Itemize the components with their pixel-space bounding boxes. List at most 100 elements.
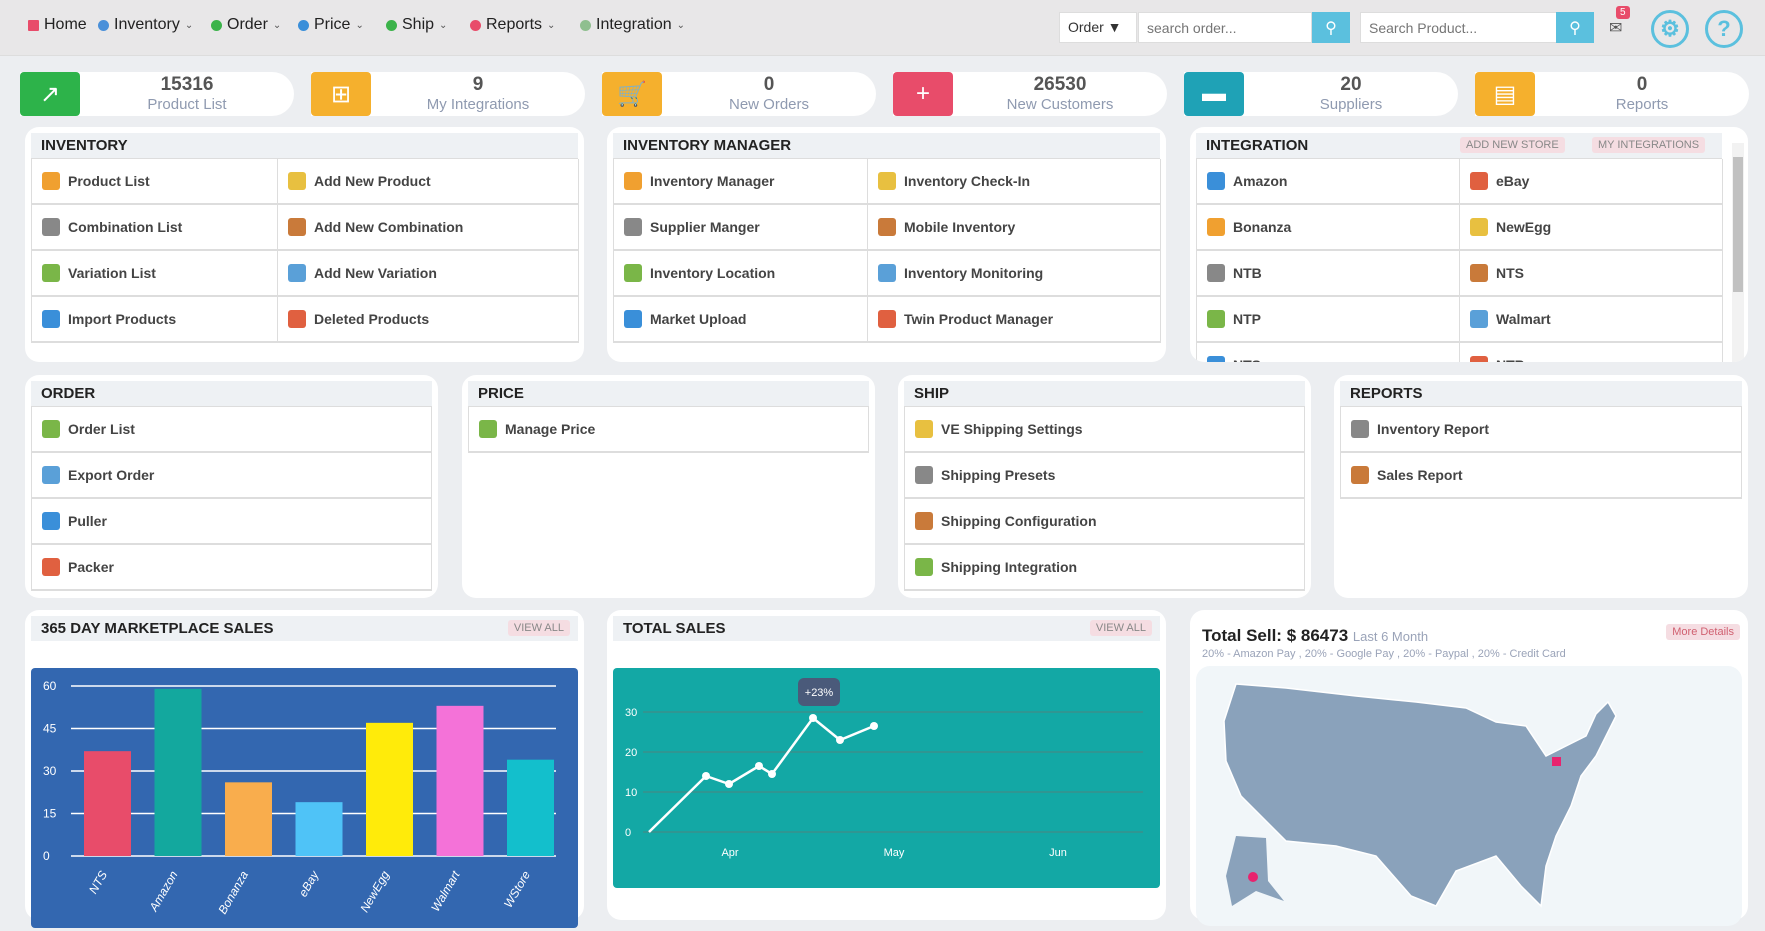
order-search-button[interactable]: ⚲ <box>1312 12 1350 43</box>
nav-ship[interactable]: Ship ⌄ <box>386 16 447 34</box>
product-search-button[interactable]: ⚲ <box>1556 12 1594 43</box>
menu-item-inventory-monitoring[interactable]: Inventory Monitoring <box>868 251 1161 297</box>
view-all-button[interactable]: VIEW ALL <box>1089 620 1152 636</box>
bar-ebay[interactable] <box>295 802 343 856</box>
my-integrations-button[interactable]: MY INTEGRATIONS <box>1592 137 1706 153</box>
stat-card-my-integrations[interactable]: ⊞ 9 My Integrations <box>311 72 585 116</box>
menu-item-manage-price[interactable]: Manage Price <box>469 407 869 453</box>
menu-item-combination-list[interactable]: Combination List <box>32 205 278 251</box>
menu-item-order-list[interactable]: Order List <box>32 407 432 453</box>
view-all-button[interactable]: VIEW ALL <box>507 620 570 636</box>
stat-value: 20 <box>1340 74 1362 95</box>
integration-scrollbar[interactable] <box>1732 143 1744 362</box>
help-icon[interactable]: ? <box>1705 10 1743 48</box>
data-point[interactable] <box>768 770 776 778</box>
combination-list-icon <box>42 218 60 236</box>
menu-item-nts[interactable]: NTS <box>1460 251 1723 297</box>
price-panel: PRICE Manage Price <box>462 375 875 598</box>
bar-nts[interactable] <box>84 751 131 856</box>
stat-value: 0 <box>763 74 775 95</box>
data-point[interactable] <box>725 780 733 788</box>
stat-card-new-orders[interactable]: 🛒 0 New Orders <box>602 72 876 116</box>
data-point[interactable] <box>836 736 844 744</box>
nav-price[interactable]: Price ⌄ <box>298 16 364 34</box>
menu-item-walmart[interactable]: Walmart <box>1460 297 1723 343</box>
menu-item-import-products[interactable]: Import Products <box>32 297 278 343</box>
data-point[interactable] <box>755 762 763 770</box>
menu-item-inventory-check-in[interactable]: Inventory Check-In <box>868 159 1161 205</box>
variation-list-icon <box>42 264 60 282</box>
menu-item-inventory-manager[interactable]: Inventory Manager <box>614 159 868 205</box>
bar-amazon[interactable] <box>154 688 202 856</box>
menu-item-ntb[interactable]: NTB <box>1197 251 1460 297</box>
menu-item-amazon[interactable]: Amazon <box>1197 159 1460 205</box>
item-label: Inventory Location <box>650 265 776 281</box>
menu-item-add-new-variation[interactable]: Add New Variation <box>278 251 579 297</box>
nav-reports[interactable]: Reports ⌄ <box>470 16 555 34</box>
menu-item-bonanza[interactable]: Bonanza <box>1197 205 1460 251</box>
total-sales-panel: TOTAL SALES VIEW ALL 0 10 20 30 Apr May Jun +23… <box>607 610 1166 920</box>
menu-item-variation-list[interactable]: Variation List <box>32 251 278 297</box>
menu-item-supplier-manger[interactable]: Supplier Manger <box>614 205 868 251</box>
nav-home[interactable]: Home <box>28 16 87 34</box>
menu-item-product-list[interactable]: Product List <box>32 159 278 205</box>
map-marker[interactable] <box>1552 757 1561 766</box>
menu-item-shipping-integration[interactable]: Shipping Integration <box>905 545 1305 591</box>
menu-item-inventory-location[interactable]: Inventory Location <box>614 251 868 297</box>
integration-panel: INTEGRATION ADD NEW STORE MY INTEGRATION… <box>1190 127 1748 362</box>
y-tick-label: 45 <box>43 722 57 736</box>
stat-card-product-list[interactable]: ↗ 15316 Product List <box>20 72 294 116</box>
menu-item-newegg[interactable]: NewEgg <box>1460 205 1723 251</box>
more-details-button[interactable]: More Details <box>1666 624 1740 640</box>
product-search-input[interactable] <box>1360 12 1557 43</box>
bar-bonanza[interactable] <box>225 782 272 856</box>
bar-walmart[interactable] <box>436 705 484 856</box>
bar-wstore[interactable] <box>507 759 554 856</box>
menu-item-deleted-products[interactable]: Deleted Products <box>278 297 579 343</box>
stat-label: New Orders <box>728 96 810 113</box>
menu-item-puller[interactable]: Puller <box>32 499 432 545</box>
map-marker[interactable] <box>1248 872 1258 882</box>
menu-item-inventory-report[interactable]: Inventory Report <box>1341 407 1742 453</box>
item-label: NTB <box>1496 357 1525 362</box>
cart-icon: 🛒 <box>602 72 662 116</box>
chevron-down-icon: ⌄ <box>676 19 685 31</box>
x-tick-label: Apr <box>721 847 738 859</box>
top-navbar: Home Inventory ⌄ Order ⌄ Price ⌄ Ship ⌄ Reports ⌄ I… <box>0 0 1765 56</box>
menu-item-export-order[interactable]: Export Order <box>32 453 432 499</box>
item-label: Add New Combination <box>314 219 464 235</box>
data-point[interactable] <box>809 714 817 722</box>
data-point[interactable] <box>702 772 710 780</box>
mail-icon[interactable]: ✉ <box>1609 20 1623 37</box>
order-search-type-select[interactable]: Order ▼ <box>1059 12 1137 43</box>
menu-item-add-new-combination[interactable]: Add New Combination <box>278 205 579 251</box>
order-search-input[interactable] <box>1138 12 1312 43</box>
menu-item-ve-shipping-settings[interactable]: VE Shipping Settings <box>905 407 1305 453</box>
menu-item-ntb[interactable]: NTB <box>1460 343 1723 362</box>
settings-gear-icon[interactable]: ⚙ <box>1651 10 1689 48</box>
stat-card-suppliers[interactable]: ▬ 20 Suppliers <box>1184 72 1458 116</box>
data-point[interactable] <box>870 722 878 730</box>
menu-item-sales-report[interactable]: Sales Report <box>1341 453 1742 499</box>
menu-item-mobile-inventory[interactable]: Mobile Inventory <box>868 205 1161 251</box>
menu-item-add-new-product[interactable]: Add New Product <box>278 159 579 205</box>
menu-item-packer[interactable]: Packer <box>32 545 432 591</box>
menu-item-twin-product-manager[interactable]: Twin Product Manager <box>868 297 1161 343</box>
period-label: Last 6 Month <box>1352 629 1429 644</box>
stat-card-new-customers[interactable]: +26530 New Customers <box>893 72 1167 116</box>
menu-item-shipping-configuration[interactable]: Shipping Configuration <box>905 499 1305 545</box>
menu-item-shipping-presets[interactable]: Shipping Presets <box>905 453 1305 499</box>
nav-inventory[interactable]: Inventory ⌄ <box>98 16 193 34</box>
item-label: Shipping Presets <box>941 467 1056 483</box>
menu-item-market-upload[interactable]: Market Upload <box>614 297 868 343</box>
nav-order[interactable]: Order ⌄ <box>211 16 281 34</box>
stat-value: 15316 <box>160 74 214 95</box>
menu-item-ebay[interactable]: eBay <box>1460 159 1723 205</box>
nav-integration[interactable]: Integration ⌄ <box>580 16 685 34</box>
twin-product-manager-icon <box>878 310 896 328</box>
stat-card-reports[interactable]: ▤ 0 Reports <box>1475 72 1749 116</box>
add-new-store-button[interactable]: ADD NEW STORE <box>1460 137 1565 153</box>
menu-item-ntp[interactable]: NTP <box>1197 297 1460 343</box>
menu-item-nts[interactable]: NTS <box>1197 343 1460 362</box>
bar-newegg[interactable] <box>366 722 413 856</box>
